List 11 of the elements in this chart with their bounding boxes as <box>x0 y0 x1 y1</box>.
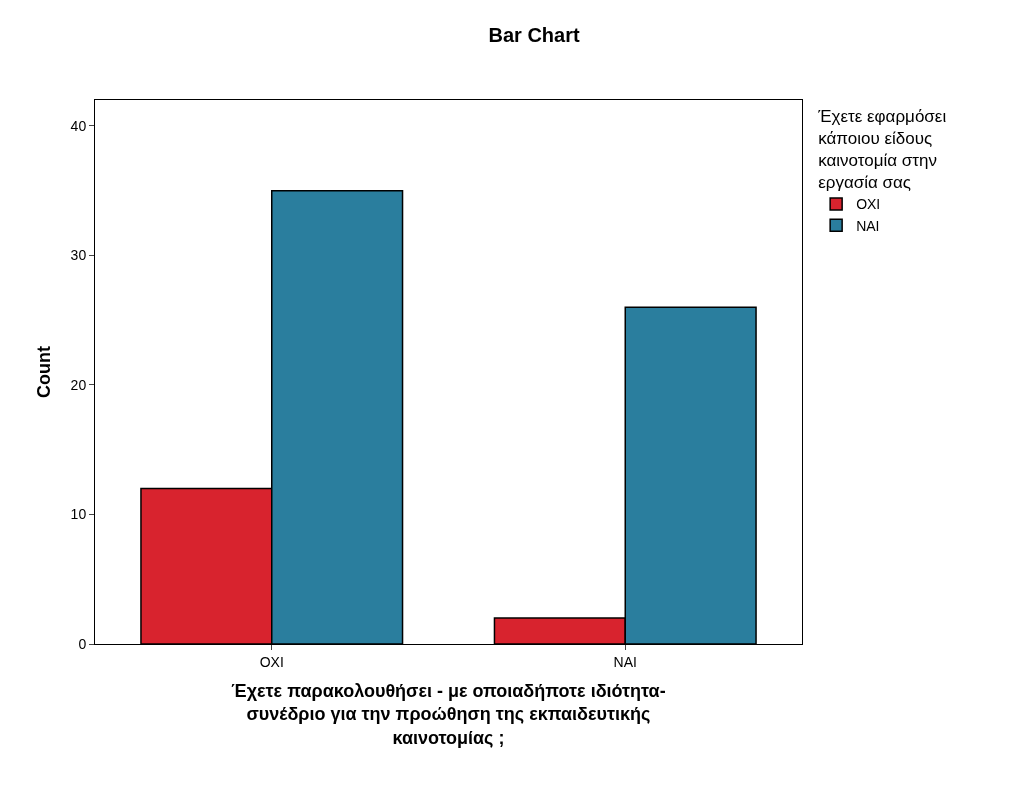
y-tick-label: 10 <box>70 506 87 523</box>
y-tick-label: 30 <box>70 247 87 264</box>
legend-title: Έχετε εφαρμόσει κάποιου είδους καινοτομία στην εργασία σας <box>817 107 947 193</box>
x-axis-title: Έχετε παρακολουθήσει - με οποιαδήποτε ιδιότητα- συνέδριο για την προώθηση της εκπαιδευτικής καινοτομίας ; <box>231 680 666 748</box>
chart-title: Bar Chart <box>488 23 580 46</box>
y-tick-label: 0 <box>78 635 87 652</box>
y-tick-label: 20 <box>70 376 87 393</box>
legend-label: ΝΑΙ <box>856 217 880 234</box>
y-tick-label: 40 <box>70 117 87 134</box>
legend-label: ΟΧΙ <box>856 196 881 213</box>
y-axis-title: Count <box>33 346 54 398</box>
